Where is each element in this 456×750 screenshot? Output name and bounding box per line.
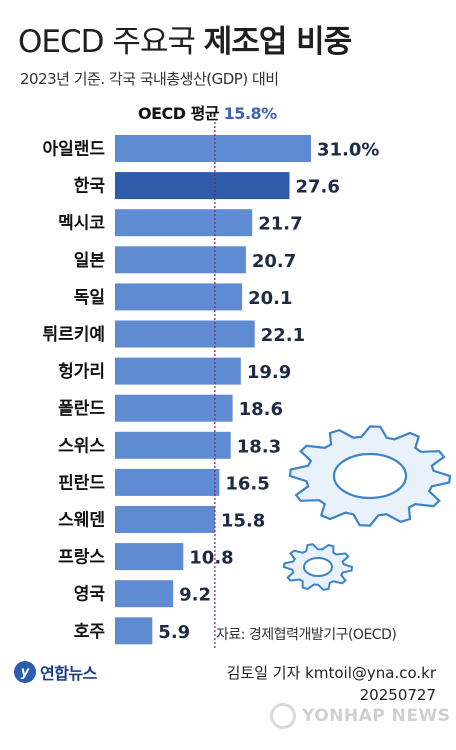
- bar: [115, 468, 220, 496]
- category-label: 튀르키예: [42, 325, 105, 345]
- category-label: 스위스: [58, 436, 105, 456]
- category-label: 독일: [74, 288, 105, 308]
- category-label: 폴란드: [58, 399, 105, 419]
- category-label: 헝가리: [58, 361, 105, 382]
- gear-icon: [288, 425, 452, 527]
- subtitle: 2023년 기준. 각국 국내총생산(GDP) 대비: [20, 70, 279, 88]
- value-label: 31.0%: [317, 140, 379, 161]
- watermark: YONHAP NEWS: [270, 703, 450, 729]
- bar: [115, 394, 233, 422]
- bar: [115, 543, 184, 571]
- yonhap-logo: y 연합뉴스: [14, 660, 97, 684]
- value-label: 16.5: [225, 473, 269, 494]
- yonhap-logo-text: 연합뉴스: [40, 664, 97, 683]
- source-note: 자료: 경제협력개발기구(OECD): [216, 627, 397, 643]
- bar: [115, 246, 246, 274]
- category-label: 한국: [74, 177, 106, 197]
- value-label: 5.9: [158, 622, 190, 643]
- bar: [115, 135, 311, 162]
- value-label: 18.3: [237, 436, 281, 457]
- title-light: OECD 주요국: [18, 24, 204, 60]
- title-bold: 제조업 비중: [203, 24, 352, 60]
- bar: [115, 209, 253, 237]
- oecd-average-value: 15.8%: [223, 104, 278, 123]
- oecd-average-label: OECD 평균 15.8%: [138, 100, 277, 124]
- yonhap-logo-mark-icon: y: [14, 661, 36, 683]
- value-label: 20.1: [248, 288, 292, 309]
- small-gear-icon: [282, 543, 354, 591]
- category-label: 영국: [74, 585, 106, 605]
- bar: [115, 580, 174, 608]
- value-label: 27.6: [296, 177, 340, 198]
- value-label: 15.8: [221, 511, 265, 532]
- value-label: 20.7: [252, 251, 296, 272]
- value-label: 10.8: [189, 548, 233, 569]
- value-label: 9.2: [179, 585, 211, 606]
- category-label: 일본: [74, 251, 106, 271]
- publish-date: 20250727: [359, 686, 436, 704]
- value-label: 19.9: [247, 362, 291, 383]
- category-label: 아일랜드: [42, 140, 105, 160]
- watermark-icon: [270, 703, 296, 729]
- bar: [115, 172, 290, 200]
- bars-group: 아일랜드 31.0% 한국 27.6 멕시코 21.7 일본 20.7 독일 20.1 튀르키예 22…: [42, 135, 379, 645]
- reporter: 김토일 기자 kmtoil@yna.co.kr: [226, 664, 436, 682]
- category-label: 프랑스: [58, 548, 105, 568]
- bar: [115, 617, 153, 645]
- bar: [115, 506, 215, 533]
- watermark-text: YONHAP NEWS: [302, 706, 451, 726]
- bar: [115, 283, 243, 311]
- bar: [115, 320, 255, 348]
- category-label: 호주: [74, 622, 106, 642]
- bar: [115, 357, 241, 385]
- credit: 김토일 기자 kmtoil@yna.co.kr 20250727: [227, 662, 436, 706]
- category-label: 스웨덴: [58, 511, 105, 531]
- page-title: OECD 주요국 제조업 비중: [18, 16, 352, 61]
- category-label: 멕시코: [58, 214, 105, 234]
- value-label: 21.7: [258, 214, 302, 235]
- value-label: 18.6: [239, 399, 283, 420]
- category-label: 핀란드: [58, 473, 105, 493]
- oecd-average-text: OECD 평균: [138, 104, 220, 123]
- bar: [115, 431, 231, 459]
- value-label: 22.1: [261, 325, 305, 346]
